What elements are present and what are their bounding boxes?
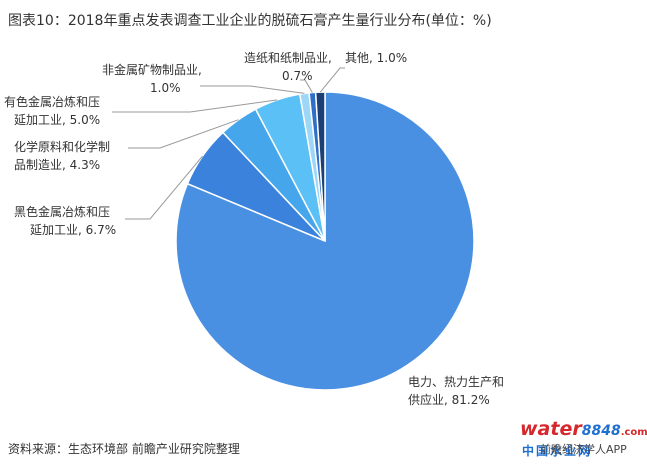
slice-label-value-0: 供应业, 81.2% [408, 392, 490, 407]
pie-slices [175, 91, 475, 391]
slice-label-name-0: 电力、热力生产和 [408, 375, 504, 389]
watermark-subtitle: 中国水业网 [522, 444, 593, 458]
chart-title: 图表10：2018年重点发表调查工业企业的脱硫石膏产生量行业分布(单位：%) [8, 13, 492, 29]
leader-line-2 [128, 119, 239, 149]
slice-label-value-1: 延加工业, 6.7% [30, 223, 116, 237]
watermark-logo: water8848.com [520, 418, 647, 440]
slice-label-6: 其他, 1.0% [345, 51, 407, 65]
leader-line-4 [200, 85, 305, 94]
leader-line-1 [125, 155, 203, 220]
watermark-logo-part3: .com [620, 427, 647, 438]
slice-label-name-5: 造纸和纸制品业, [244, 51, 332, 65]
leader-lines [112, 67, 345, 220]
slice-label-value-5: 0.7% [282, 69, 313, 83]
source-note: 资料来源：生态环境部 前瞻产业研究院整理 [8, 442, 240, 456]
watermark-logo-part1: water [520, 418, 582, 440]
leader-line-6 [319, 67, 345, 93]
watermark-app-text: 前瞻经济学人APP [540, 443, 627, 456]
slice-label-value-4: 1.0% [150, 81, 181, 95]
slice-label-value-2: 品制造业, 4.3% [14, 158, 100, 172]
watermark-logo-part2: 8848 [581, 423, 621, 439]
slice-label-name-4: 非金属矿物制品业, [102, 62, 202, 77]
slice-label-value-3: 延加工业, 5.0% [14, 113, 100, 127]
leader-line-3 [112, 99, 278, 113]
slice-label-name-3: 有色金属冶炼和压 [4, 94, 100, 109]
slice-label-name-2: 化学原料和化学制 [14, 139, 110, 154]
slice-label-name-1: 黑色金属冶炼和压 [14, 204, 110, 219]
leader-line-5 [300, 79, 313, 93]
